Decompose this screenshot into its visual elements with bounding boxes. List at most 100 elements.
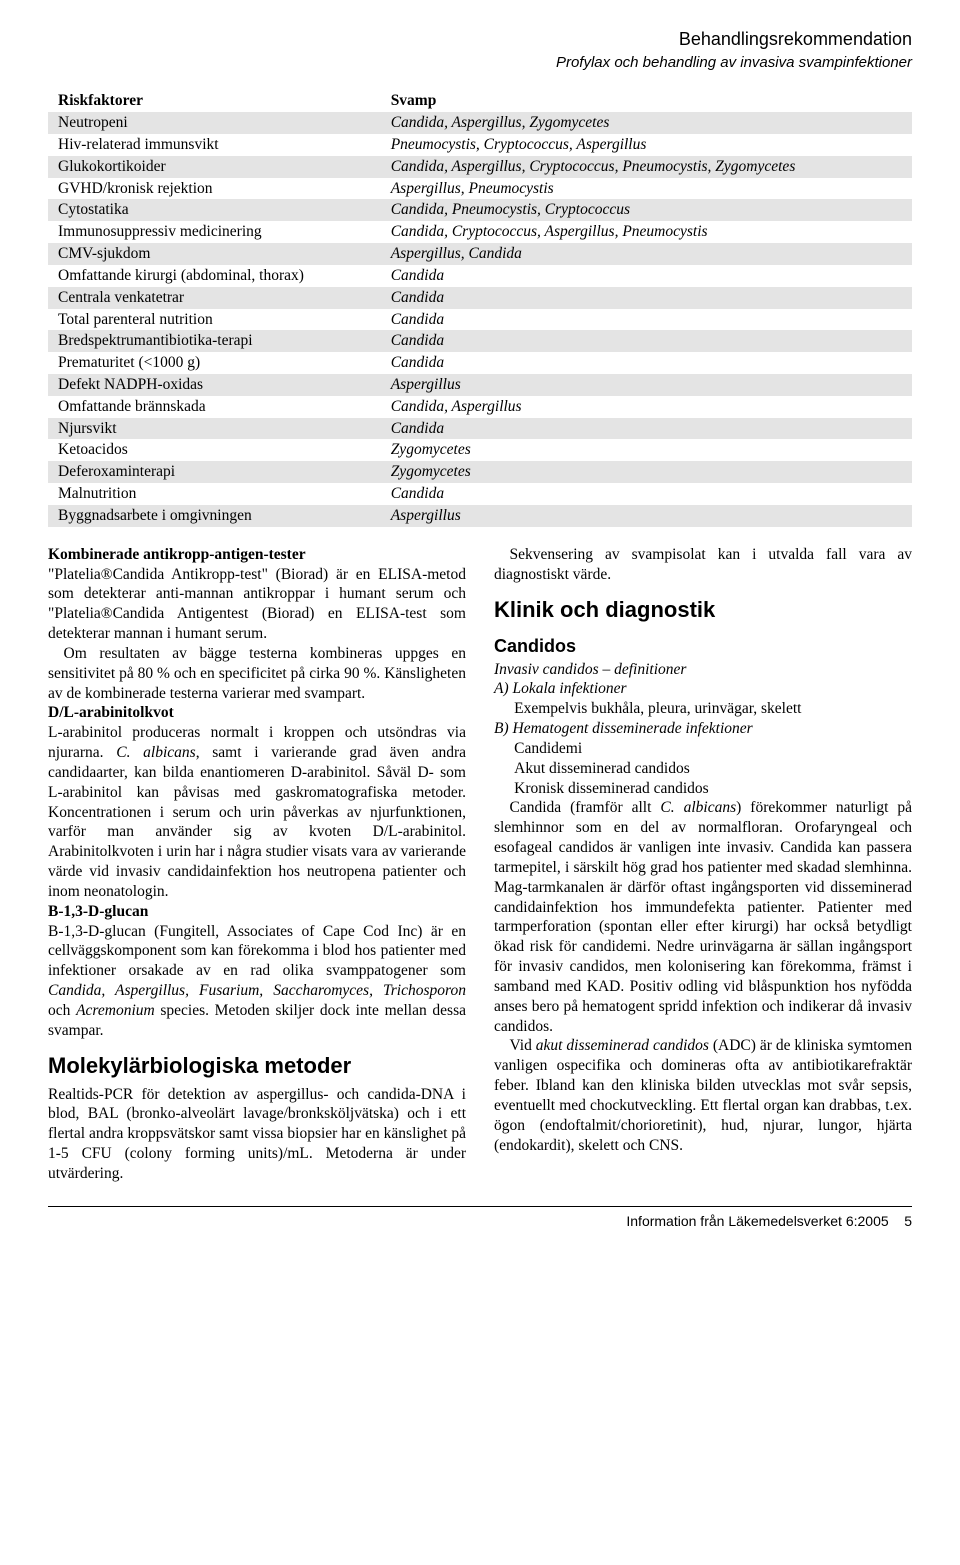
fungus-cell: Candida, Aspergillus, Zygomycetes [381,112,912,134]
risk-factor-cell: Cytostatika [48,199,381,221]
para-adc-c: (ADC) är de kliniska symtomen vanligen o… [494,1037,912,1153]
para-cand-c: ) förekommer naturligt på slemhinnor som… [494,799,912,1034]
fungus-cell: Aspergillus [381,505,912,527]
table-row: Omfattande kirurgi (abdominal, thorax)Ca… [48,265,912,287]
risk-factor-cell: Malnutrition [48,483,381,505]
risk-factor-cell: CMV-sjukdom [48,243,381,265]
table-row: KetoacidosZygomycetes [48,439,912,461]
footer-page: 5 [904,1213,912,1229]
para-bdg-a: B-1,3-D-glucan (Fungitell, Associates of… [48,923,466,980]
table-row: Centrala venkatetrarCandida [48,287,912,309]
table-row: DeferoxaminterapiZygomycetes [48,461,912,483]
header-subtitle: Profylax och behandling av invasiva svam… [48,53,912,72]
line-b3: Kronisk disseminerad candidos [494,779,912,799]
para-cand: Candida (framför allt C. albicans) förek… [494,798,912,1036]
table-row: Byggnadsarbete i omgivningenAspergillus [48,505,912,527]
fungus-cell: Candida, Cryptococcus, Aspergillus, Pneu… [381,221,912,243]
para-cand-a: Candida (framför allt [510,799,661,816]
line-b: B) Hematogent disseminerade infektioner [494,719,912,739]
fungus-cell: Candida [381,265,912,287]
risk-factor-cell: Ketoacidos [48,439,381,461]
table-row: CytostatikaCandida, Pneumocystis, Crypto… [48,199,912,221]
risk-factor-cell: Total parenteral nutrition [48,309,381,331]
risk-factor-cell: Njursvikt [48,418,381,440]
running-header: Behandlingsrekommendation Profylax och b… [48,28,912,72]
line-a: A) Lokala infektioner [494,679,912,699]
table-row: Defekt NADPH-oxidasAspergillus [48,374,912,396]
fungus-cell: Candida, Pneumocystis, Cryptococcus [381,199,912,221]
table-row: Prematuritet (<1000 g)Candida [48,352,912,374]
line-a-ex: Exempelvis bukhåla, pleura, urinvägar, s… [494,699,912,719]
table-head-right: Svamp [381,90,912,112]
fungus-cell: Zygomycetes [381,461,912,483]
risk-factor-cell: Defekt NADPH-oxidas [48,374,381,396]
risk-factor-cell: Glukokortikoider [48,156,381,178]
table-row: Bredspektrumantibiotika-terapiCandida [48,330,912,352]
para-bdg-c: och [48,1002,76,1019]
fungus-cell: Candida [381,287,912,309]
heading-kombi: Kombinerade antikropp-antigen-tester [48,546,306,563]
line-b2: Akut disseminerad candidos [494,759,912,779]
table-row: NeutropeniCandida, Aspergillus, Zygomyce… [48,112,912,134]
heading-bdg: B-1,3-D-glucan [48,903,148,920]
para-bdg: B-1,3-D-glucan (Fungitell, Associates of… [48,922,466,1041]
risk-factor-cell: Neutropeni [48,112,381,134]
heading-candidos: Candidos [494,635,912,658]
line-invasiv: Invasiv candidos – definitioner [494,660,912,680]
page-footer: Information från Läkemedelsverket 6:2005… [48,1206,912,1231]
fungus-cell: Candida, Aspergillus [381,396,912,418]
risk-factor-cell: Bredspektrumantibiotika-terapi [48,330,381,352]
para-adc-b: akut disseminerad candidos [536,1037,709,1054]
fungus-cell: Candida [381,352,912,374]
risk-factor-cell: Prematuritet (<1000 g) [48,352,381,374]
fungus-cell: Candida [381,309,912,331]
risk-factor-cell: GVHD/kronisk rejektion [48,178,381,200]
para-seq: Sekvensering av svampisolat kan i utvald… [494,545,912,585]
body-columns: Kombinerade antikropp-antigen-tester "Pl… [48,545,912,1184]
heading-dl: D/L-arabinitolkvot [48,704,174,721]
fungus-cell: Candida [381,418,912,440]
para-mol: Realtids-PCR för detektion av aspergillu… [48,1085,466,1184]
fungus-cell: Candida [381,483,912,505]
para-adc-a: Vid [510,1037,536,1054]
para-adc: Vid akut disseminerad candidos (ADC) är … [494,1036,912,1155]
line-b1: Candidemi [494,739,912,759]
header-title: Behandlingsrekommendation [48,28,912,51]
table-row: GlukokortikoiderCandida, Aspergillus, Cr… [48,156,912,178]
para-dl-b: C. albicans [116,744,195,761]
fungus-cell: Aspergillus, Pneumocystis [381,178,912,200]
table-row: MalnutritionCandida [48,483,912,505]
fungus-cell: Pneumocystis, Cryptococcus, Aspergillus [381,134,912,156]
table-row: CMV-sjukdomAspergillus, Candida [48,243,912,265]
table-row: Omfattande brännskadaCandida, Aspergillu… [48,396,912,418]
table-row: GVHD/kronisk rejektionAspergillus, Pneum… [48,178,912,200]
table-row: Hiv-relaterad immunsviktPneumocystis, Cr… [48,134,912,156]
para-dl-c: , samt i varierande grad även andra cand… [48,744,466,900]
para-bdg-b: Candida, Aspergillus, Fusarium, Saccharo… [48,982,466,999]
risk-factor-cell: Byggnadsarbete i omgivningen [48,505,381,527]
risk-factor-cell: Omfattande brännskada [48,396,381,418]
fungus-cell: Candida [381,330,912,352]
para-cand-b: C. albicans [660,799,736,816]
heading-klinik: Klinik och diagnostik [494,596,912,624]
para-kombi: "Platelia®Candida Antikropp-test" (Biora… [48,565,466,644]
para-bdg-d: Acremonium [76,1002,155,1019]
para-kombi2: Om resultaten av bägge testerna kombiner… [48,644,466,703]
risk-factors-table: Riskfaktorer Svamp NeutropeniCandida, As… [48,90,912,527]
risk-factor-cell: Deferoxaminterapi [48,461,381,483]
fungus-cell: Aspergillus, Candida [381,243,912,265]
fungus-cell: Aspergillus [381,374,912,396]
table-row: Total parenteral nutritionCandida [48,309,912,331]
table-row: Immunosuppressiv medicineringCandida, Cr… [48,221,912,243]
para-dl: L-arabinitol produceras normalt i kroppe… [48,723,466,901]
fungus-cell: Candida, Aspergillus, Cryptococcus, Pneu… [381,156,912,178]
risk-factor-cell: Omfattande kirurgi (abdominal, thorax) [48,265,381,287]
risk-factor-cell: Hiv-relaterad immunsvikt [48,134,381,156]
risk-factor-cell: Centrala venkatetrar [48,287,381,309]
table-head-left: Riskfaktorer [48,90,381,112]
fungus-cell: Zygomycetes [381,439,912,461]
heading-mol: Molekylärbiologiska metoder [48,1052,466,1080]
risk-factor-cell: Immunosuppressiv medicinering [48,221,381,243]
table-row: NjursviktCandida [48,418,912,440]
footer-text: Information från Läkemedelsverket 6:2005 [626,1213,888,1229]
